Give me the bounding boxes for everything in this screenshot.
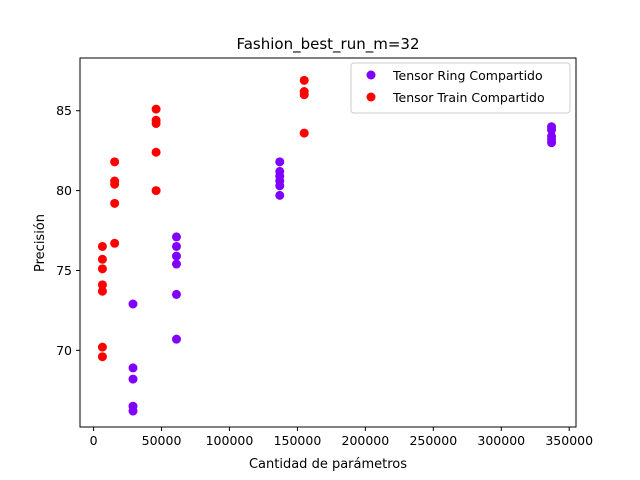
data-point-series-0-7 bbox=[171, 251, 181, 261]
legend-label-tensor-train: Tensor Train Compartido bbox=[392, 90, 545, 105]
data-point-series-0-11 bbox=[275, 157, 285, 167]
legend-box bbox=[350, 62, 571, 114]
data-point-series-0-0 bbox=[128, 299, 138, 309]
data-point-series-1-7 bbox=[110, 157, 120, 167]
x-axis-label: Cantidad de parámetros bbox=[249, 457, 407, 472]
x-tick-label: 0 bbox=[90, 433, 98, 448]
data-point-series-0-4 bbox=[128, 406, 138, 416]
x-tick-label: 150000 bbox=[274, 433, 322, 448]
data-point-series-1-16 bbox=[151, 186, 161, 196]
legend: Tensor Ring Compartido Tensor Train Comp… bbox=[350, 62, 571, 114]
plot-frame bbox=[79, 57, 577, 428]
data-point-series-0-1 bbox=[128, 363, 138, 373]
data-point-series-0-10 bbox=[171, 334, 181, 344]
data-point-series-0-16 bbox=[275, 190, 285, 200]
legend-marker-tensor-ring bbox=[366, 70, 376, 80]
x-tick-label: 100000 bbox=[206, 433, 254, 448]
chart-title: Fashion_best_run_m=32 bbox=[236, 35, 419, 54]
x-tick-label: 250000 bbox=[409, 433, 457, 448]
legend-label-tensor-ring: Tensor Ring Compartido bbox=[392, 68, 543, 83]
x-axis: 0 50000 100000 150000 200000 250000 300000 3500… bbox=[90, 427, 593, 448]
plot-points bbox=[97, 75, 557, 416]
data-point-series-1-10 bbox=[110, 198, 120, 208]
data-point-series-1-11 bbox=[110, 238, 120, 248]
y-tick-label: 80 bbox=[56, 183, 72, 198]
data-point-series-1-4 bbox=[97, 286, 107, 296]
y-axis: 70 75 80 85 bbox=[56, 103, 80, 358]
x-tick-label: 200000 bbox=[342, 433, 390, 448]
data-point-series-1-19 bbox=[299, 90, 309, 100]
data-point-series-0-15 bbox=[275, 181, 285, 191]
y-axis-label: Precisión bbox=[33, 214, 48, 272]
data-point-series-1-15 bbox=[151, 147, 161, 157]
data-point-series-0-18 bbox=[547, 125, 557, 135]
legend-marker-tensor-train bbox=[366, 92, 376, 102]
data-point-series-1-9 bbox=[110, 179, 120, 189]
data-point-series-0-2 bbox=[128, 374, 138, 384]
data-point-series-1-2 bbox=[97, 264, 107, 274]
data-point-series-1-17 bbox=[299, 75, 309, 85]
data-point-series-1-0 bbox=[97, 241, 107, 251]
data-point-series-0-21 bbox=[547, 138, 557, 148]
y-tick-label: 75 bbox=[56, 263, 72, 278]
data-point-series-1-14 bbox=[151, 118, 161, 128]
x-tick-label: 50000 bbox=[142, 433, 182, 448]
data-point-series-1-1 bbox=[97, 254, 107, 264]
data-point-series-1-3 bbox=[97, 280, 107, 290]
data-point-series-0-8 bbox=[171, 259, 181, 269]
x-tick-label: 350000 bbox=[545, 433, 593, 448]
data-point-series-1-12 bbox=[151, 104, 161, 114]
x-tick-label: 300000 bbox=[477, 433, 525, 448]
y-tick-label: 70 bbox=[56, 343, 72, 358]
data-point-series-0-5 bbox=[171, 232, 181, 242]
data-point-series-1-6 bbox=[97, 352, 107, 362]
data-point-series-1-20 bbox=[299, 128, 309, 138]
data-point-series-0-6 bbox=[171, 241, 181, 251]
y-tick-label: 85 bbox=[56, 103, 72, 118]
data-point-series-1-5 bbox=[97, 342, 107, 352]
data-point-series-0-9 bbox=[171, 289, 181, 299]
